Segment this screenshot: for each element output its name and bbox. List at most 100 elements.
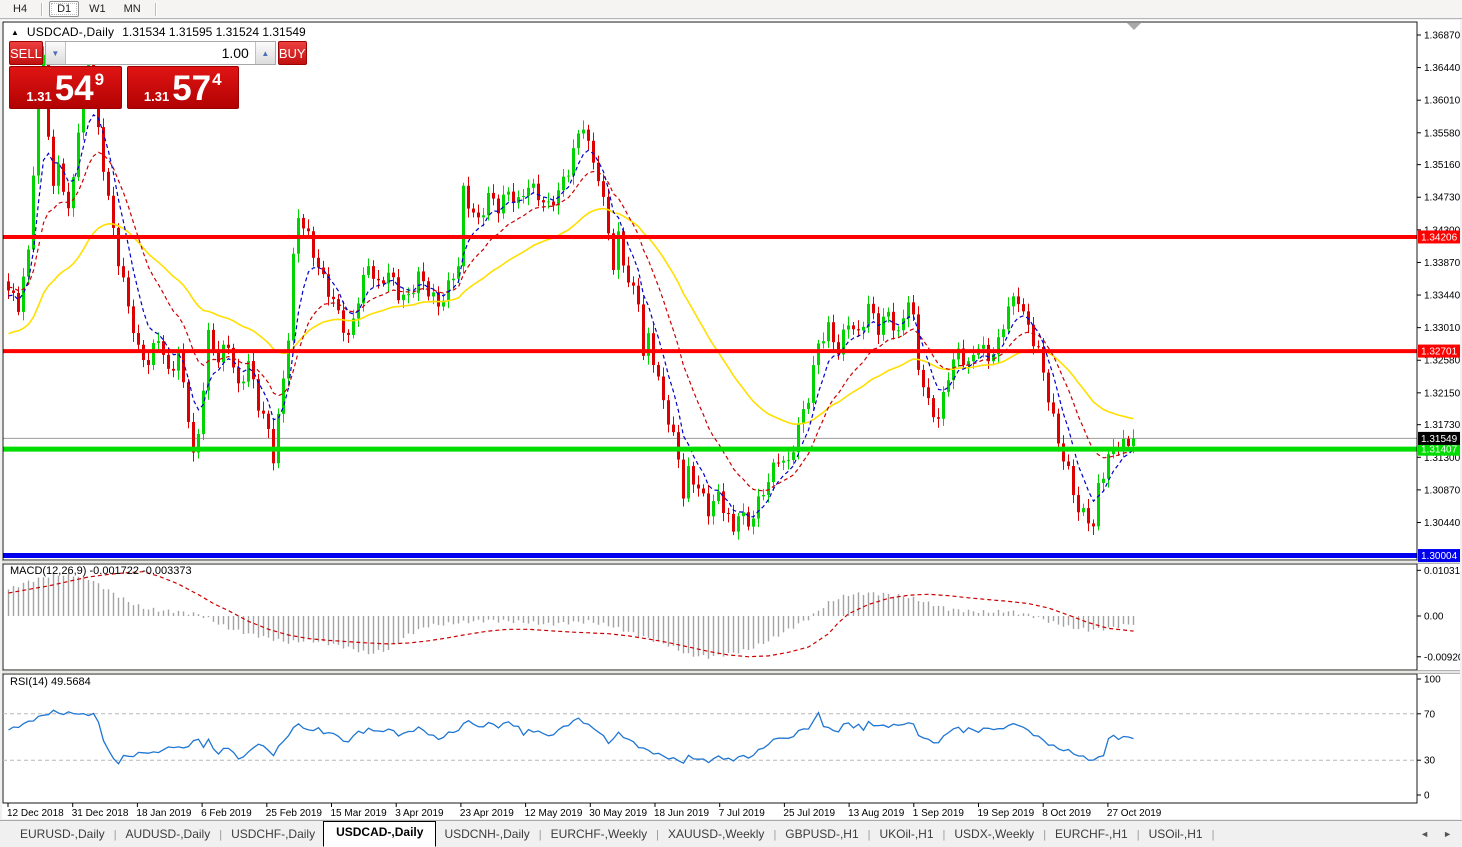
svg-text:1.36010: 1.36010 xyxy=(1424,96,1460,107)
one-click-collapse-icon[interactable]: ▲ xyxy=(11,28,19,37)
buy-button[interactable]: BUY xyxy=(277,41,307,65)
price-axis: 1.36870 1.36440 1.36010 1.35580 1.35160 1.347… xyxy=(1417,31,1460,529)
tab-scroll-controls: ◄ ► xyxy=(1420,829,1462,839)
timeframe-toolbar: H4 D1 W1 MN xyxy=(0,0,1462,19)
candles-layer xyxy=(7,46,1135,540)
svg-text:1.33440: 1.33440 xyxy=(1424,291,1460,302)
volume-increase-icon[interactable]: ▲ xyxy=(254,42,275,64)
svg-text:1.36870: 1.36870 xyxy=(1424,31,1460,42)
toolbar-separator xyxy=(41,2,44,16)
macd-pane: 0.010311 0.00 -0.009203 xyxy=(7,566,1460,663)
macd-indicator-label: MACD(12,26,9) -0.001722 -0.003373 xyxy=(10,565,192,577)
timeframe-button-d1[interactable]: D1 xyxy=(49,1,80,17)
svg-text:18 Jan 2019: 18 Jan 2019 xyxy=(136,808,191,819)
tab-xauusd-weekly[interactable]: XAUUSD-,Weekly xyxy=(667,827,765,841)
svg-text:18 Jun 2019: 18 Jun 2019 xyxy=(654,808,709,819)
tab-eurchf-weekly[interactable]: EURCHF-,Weekly xyxy=(550,827,648,841)
buy-price-pipette: 4 xyxy=(212,70,222,89)
sell-button[interactable]: SELL xyxy=(9,41,43,65)
svg-text:3 Apr 2019: 3 Apr 2019 xyxy=(395,808,444,819)
tab-gbpusd-h1[interactable]: GBPUSD-,H1 xyxy=(785,827,859,841)
svg-text:6 Feb 2019: 6 Feb 2019 xyxy=(201,808,252,819)
svg-text:8 Oct 2019: 8 Oct 2019 xyxy=(1042,808,1091,819)
price-tags: 1.34206 1.32701 1.31407 1.30004 1.31549 xyxy=(1418,230,1460,563)
volume-decrease-icon[interactable]: ▼ xyxy=(45,42,66,64)
fast-ma-blue-line xyxy=(8,113,1134,518)
tab-scroll-right-icon[interactable]: ► xyxy=(1443,829,1452,839)
rsi-indicator-label: RSI(14) 49.5684 xyxy=(10,676,91,688)
buy-price-display[interactable]: 1.31 57 4 xyxy=(126,66,239,109)
svg-text:23 Apr 2019: 23 Apr 2019 xyxy=(460,808,514,819)
tab-separator: | xyxy=(1211,829,1215,841)
tab-usdcnh-daily[interactable]: USDCNH-,Daily xyxy=(444,827,530,841)
timeframe-button-mn[interactable]: MN xyxy=(123,3,141,15)
rsi-value: 49.5684 xyxy=(50,676,91,688)
chart-tabs-bar: EURUSD-,Daily | AUDUSD-,Daily | USDCHF-,Dail… xyxy=(0,820,1462,847)
svg-text:27 Oct 2019: 27 Oct 2019 xyxy=(1107,808,1162,819)
svg-text:1.33870: 1.33870 xyxy=(1424,258,1460,269)
tab-separator: | xyxy=(773,829,777,841)
timeframe-button-h4[interactable]: H4 xyxy=(13,3,28,15)
sell-price-display[interactable]: 1.31 54 9 xyxy=(9,66,122,109)
svg-text:1 Sep 2019: 1 Sep 2019 xyxy=(913,808,965,819)
svg-text:1.33010: 1.33010 xyxy=(1424,323,1460,334)
svg-text:-0.009203: -0.009203 xyxy=(1424,652,1460,663)
svg-text:1.34730: 1.34730 xyxy=(1424,193,1460,204)
sell-price-prefix: 1.31 xyxy=(26,88,52,104)
sell-price-big-digits: 54 xyxy=(54,69,94,109)
svg-text:1.32701: 1.32701 xyxy=(1421,347,1458,358)
chart-symbol-label: USDCAD-,Daily xyxy=(26,25,115,39)
tab-audusd-daily[interactable]: AUDUSD-,Daily xyxy=(125,827,211,841)
svg-text:31 Dec 2018: 31 Dec 2018 xyxy=(72,808,129,819)
tab-ukoil-h1[interactable]: UKOil-,H1 xyxy=(879,827,934,841)
svg-text:13 Aug 2019: 13 Aug 2019 xyxy=(848,808,905,819)
slow-ma-yellow-line xyxy=(8,207,1134,425)
svg-text:70: 70 xyxy=(1424,709,1436,720)
svg-text:1.35580: 1.35580 xyxy=(1424,128,1460,139)
svg-text:19 Sep 2019: 19 Sep 2019 xyxy=(978,808,1035,819)
svg-text:0.00: 0.00 xyxy=(1424,612,1444,623)
svg-text:1.30004: 1.30004 xyxy=(1421,551,1458,562)
chart-window: 1.36870 1.36440 1.36010 1.35580 1.35160 1.347… xyxy=(2,20,1460,819)
tab-eurusd-daily[interactable]: EURUSD-,Daily xyxy=(20,827,105,841)
svg-text:15 Mar 2019: 15 Mar 2019 xyxy=(331,808,388,819)
svg-text:1.35160: 1.35160 xyxy=(1424,160,1460,171)
macd-values: -0.001722 -0.003373 xyxy=(89,565,192,577)
svg-text:12 May 2019: 12 May 2019 xyxy=(525,808,583,819)
chart-shift-marker-icon[interactable] xyxy=(1127,23,1141,30)
tab-separator: | xyxy=(656,829,659,841)
tab-usoil-h1[interactable]: USOil-,H1 xyxy=(1148,827,1203,841)
svg-text:1.30440: 1.30440 xyxy=(1424,518,1460,529)
buy-price-prefix: 1.31 xyxy=(143,88,170,104)
svg-text:1.32580: 1.32580 xyxy=(1424,356,1460,367)
tab-eurchf-h1[interactable]: EURCHF-,H1 xyxy=(1055,827,1128,841)
tab-scroll-left-icon[interactable]: ◄ xyxy=(1420,829,1430,839)
rsi-pane: 100 70 30 0 xyxy=(3,675,1441,802)
tab-separator: | xyxy=(219,829,223,841)
svg-text:1.36440: 1.36440 xyxy=(1424,63,1460,74)
chart-ohlc-values: 1.31534 1.31595 1.31524 1.31549 xyxy=(122,25,306,39)
volume-stepper: ▼ ▲ xyxy=(44,41,276,65)
tab-separator: | xyxy=(1136,829,1140,841)
chart-canvas[interactable]: 1.36870 1.36440 1.36010 1.35580 1.35160 1.347… xyxy=(2,20,1460,819)
tab-usdx-weekly[interactable]: USDX-,Weekly xyxy=(954,827,1035,841)
chart-title-bar: ▲ USDCAD-,Daily 1.31534 1.31595 1.31524 … xyxy=(11,25,306,39)
buy-price-big-digits: 57 xyxy=(172,69,212,109)
date-axis: 12 Dec 2018 31 Dec 2018 18 Jan 2019 6 Feb 2… xyxy=(7,803,1162,819)
svg-text:1.31730: 1.31730 xyxy=(1424,420,1460,431)
timeframe-button-w1[interactable]: W1 xyxy=(89,3,106,15)
svg-text:25 Jul 2019: 25 Jul 2019 xyxy=(783,808,835,819)
svg-text:1.32150: 1.32150 xyxy=(1424,388,1460,399)
svg-text:30: 30 xyxy=(1424,756,1436,767)
svg-text:7 Jul 2019: 7 Jul 2019 xyxy=(719,808,766,819)
tab-separator: | xyxy=(113,829,117,841)
mid-ma-red-line xyxy=(8,151,1134,492)
svg-text:1.31300: 1.31300 xyxy=(1424,453,1460,464)
toolbar-separator xyxy=(154,2,157,16)
tab-usdcad-daily[interactable]: USDCAD-,Daily xyxy=(323,821,437,847)
tab-usdchf-daily[interactable]: USDCHF-,Daily xyxy=(231,827,316,841)
svg-text:1.30870: 1.30870 xyxy=(1424,485,1460,496)
volume-input[interactable] xyxy=(65,42,255,64)
svg-text:1.31549: 1.31549 xyxy=(1421,434,1458,445)
